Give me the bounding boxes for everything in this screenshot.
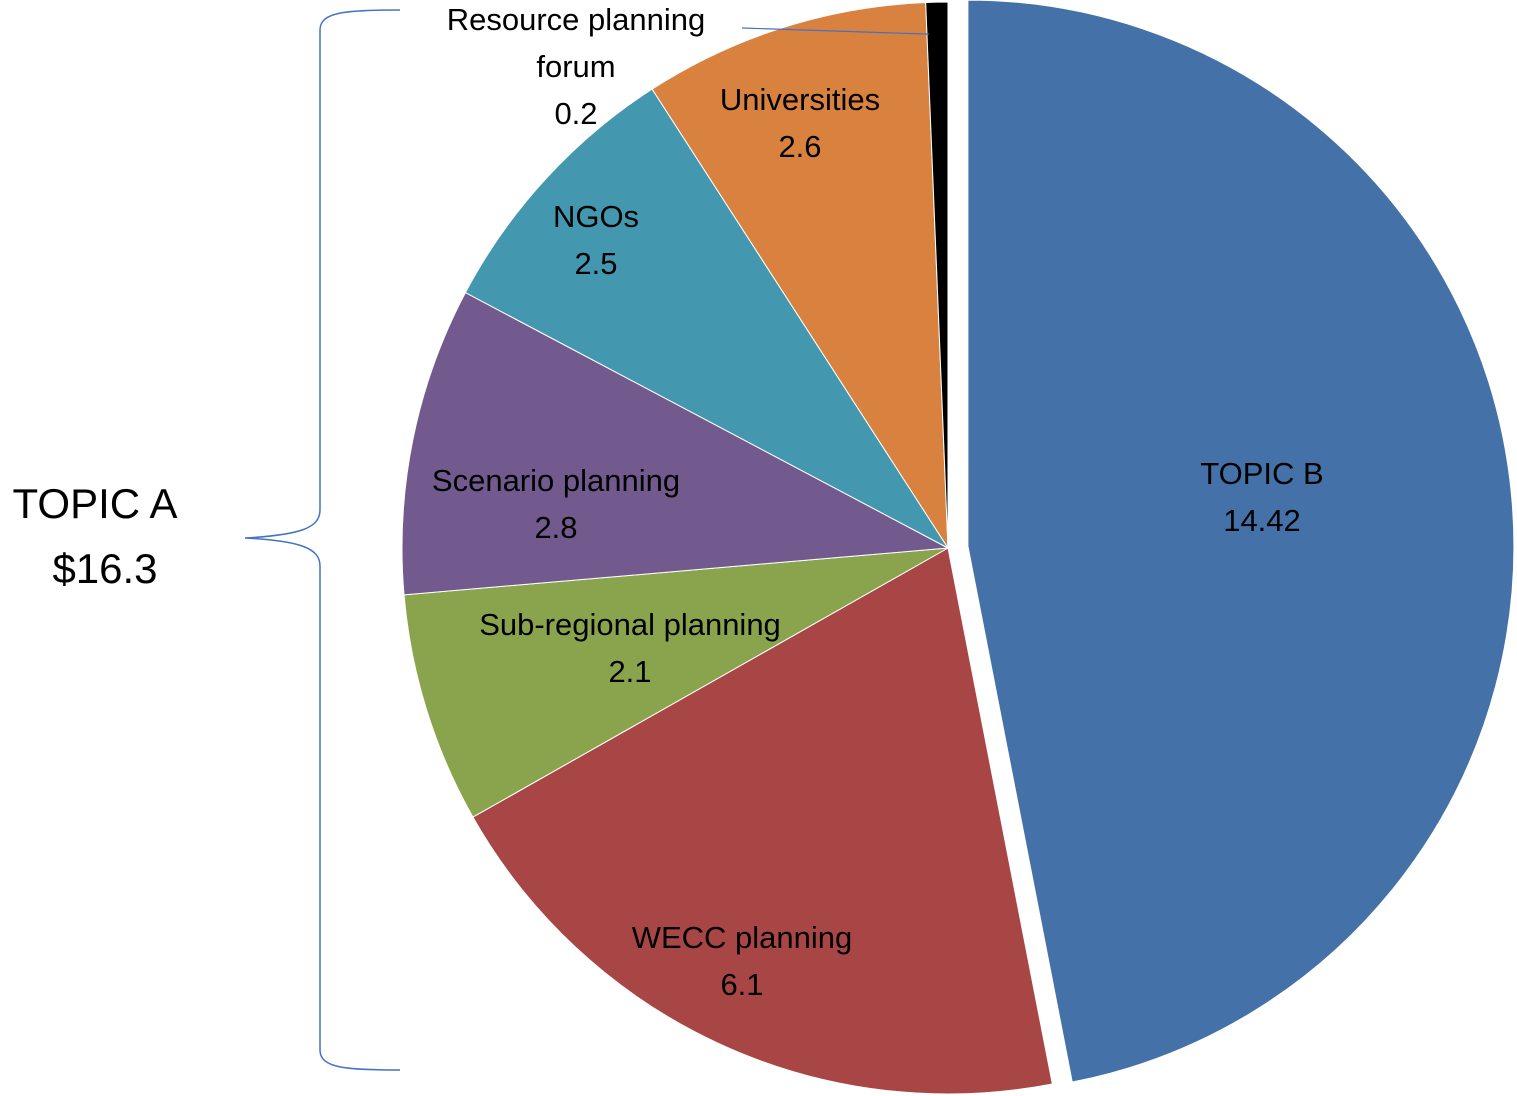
slice-label-universities: Universities 2.6 <box>720 82 880 164</box>
slice-scenario-planning <box>401 291 950 596</box>
slice-universities <box>651 1 949 550</box>
topic-a-label: TOPIC A <box>13 480 178 527</box>
slice-label-resource-planning-forum: Resource planning forum 0.2 <box>447 2 706 131</box>
topic-a-total: $16.3 <box>52 545 157 592</box>
pie-slices <box>401 0 1515 1095</box>
slice-label-wecc-planning: WECC planning 6.1 <box>632 920 853 1002</box>
slice-label-topic-b: TOPIC B 14.42 <box>1200 456 1323 538</box>
slice-resource-planning-forum <box>925 1 949 549</box>
slice-labels: TOPIC B 14.42 WECC planning 6.1 Sub-regional… <box>432 2 1324 1002</box>
topic-a-bracket-group: TOPIC A $16.3 <box>13 9 401 1071</box>
slice-wecc-planning <box>472 547 1053 1095</box>
slice-topic-b <box>967 0 1515 1083</box>
slice-label-sub-regional-planning: Sub-regional planning 2.1 <box>479 607 781 689</box>
slice-label-scenario-planning: Scenario planning 2.8 <box>432 463 680 545</box>
slice-label-ngos: NGOs 2.5 <box>553 199 639 281</box>
slice-ngos <box>464 88 950 550</box>
slice-sub-regional-planning <box>403 547 949 818</box>
topic-a-bracket <box>244 9 401 1071</box>
leader-line-resource-planning-forum <box>741 27 929 35</box>
